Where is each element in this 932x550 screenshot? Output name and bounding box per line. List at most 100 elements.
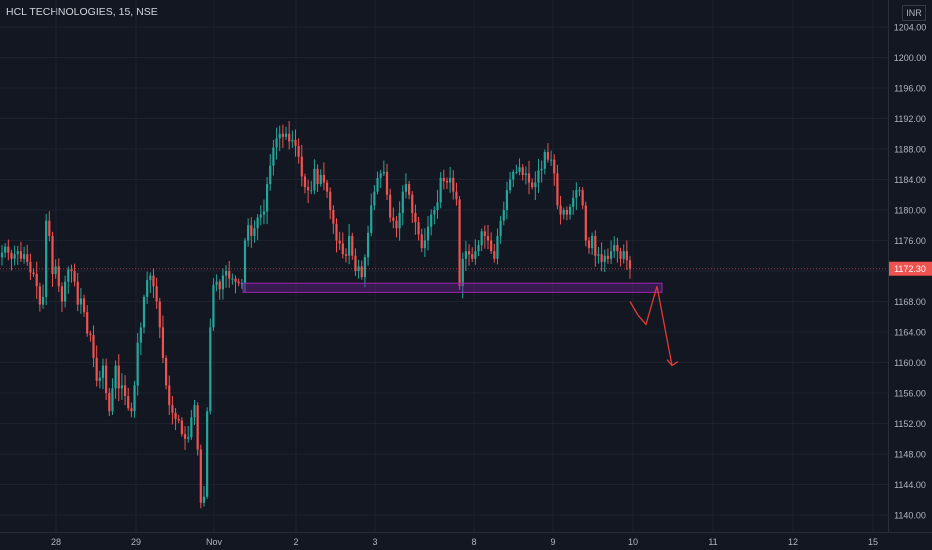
candle-body <box>518 167 521 172</box>
candle-body <box>521 167 524 175</box>
candle-body <box>587 240 591 249</box>
time-tick-label: Nov <box>206 537 223 547</box>
candle-body <box>493 251 496 259</box>
candle-body <box>606 255 610 259</box>
candle-body <box>370 205 373 233</box>
price-tick-label: 1168.00 <box>894 297 926 307</box>
candle-body <box>38 286 41 305</box>
last-price-tag: 1172.30 <box>0 261 932 276</box>
candle-body <box>322 174 325 183</box>
candle-body <box>332 210 335 224</box>
candle-body <box>524 173 527 175</box>
grid <box>0 0 888 532</box>
candles <box>0 121 632 509</box>
candle-body <box>512 171 515 180</box>
candle-body <box>19 251 23 259</box>
candle-body <box>423 240 426 249</box>
time-tick-label: 29 <box>131 537 141 547</box>
candle-body <box>70 269 73 271</box>
candle-body <box>483 231 486 236</box>
candle-body <box>385 171 389 195</box>
candle-body <box>269 165 272 185</box>
candle-body <box>414 213 417 223</box>
time-tick-label: 15 <box>868 537 878 547</box>
candle-body <box>379 173 382 178</box>
candle-body <box>215 281 218 285</box>
candle-body <box>67 269 70 282</box>
candle-body <box>108 393 111 412</box>
candle-body <box>401 191 404 214</box>
candle-body <box>51 235 54 275</box>
candle-body <box>4 246 7 253</box>
candle-body <box>228 271 231 279</box>
candle-body <box>376 177 379 192</box>
candle-body <box>10 252 13 259</box>
candle-body <box>29 261 32 273</box>
candle-body <box>209 327 212 412</box>
candle-body <box>48 220 51 236</box>
candle-body <box>45 220 48 297</box>
candle-body <box>439 177 442 203</box>
candle-body <box>284 133 288 137</box>
candle-body <box>196 405 199 450</box>
candle-body <box>259 214 262 218</box>
candle-body <box>105 365 108 393</box>
candle-body <box>433 210 436 215</box>
price-tick-label: 1180.00 <box>894 206 926 216</box>
candle-body <box>568 206 572 215</box>
candle-body <box>123 385 127 397</box>
candle-body <box>625 251 628 261</box>
last-price-box <box>889 261 932 276</box>
candle-body <box>562 210 565 215</box>
candle-body <box>553 159 556 174</box>
candle-body <box>335 223 338 241</box>
candle-body <box>82 298 86 313</box>
candle-body <box>168 385 171 406</box>
candle-body <box>101 365 105 378</box>
candle-body <box>597 254 600 256</box>
candle-body <box>35 274 38 287</box>
last-price-label: 1172.30 <box>894 264 926 274</box>
candle-body <box>395 220 398 229</box>
candle-body <box>382 171 385 174</box>
candle-body <box>86 312 89 334</box>
candle-body <box>32 272 35 275</box>
projection-path <box>629 286 673 366</box>
candle-body <box>165 357 168 386</box>
candle-body <box>265 184 269 212</box>
currency-label: INR <box>902 5 926 21</box>
time-tick-label: 10 <box>628 537 638 547</box>
candle-body <box>161 327 165 358</box>
chart-title: HCL TECHNOLOGIES, 15, NSE <box>6 6 158 18</box>
price-tick-label: 1144.00 <box>894 480 926 490</box>
candle-body <box>474 251 477 259</box>
candle-body <box>452 177 455 192</box>
candle-body <box>556 173 559 206</box>
candle-body <box>256 217 259 229</box>
candle-body <box>307 187 310 191</box>
candle-body <box>619 251 622 259</box>
candle-body <box>73 271 76 282</box>
candle-body <box>486 235 490 241</box>
candle-body <box>187 437 190 439</box>
price-tick-label: 1204.00 <box>894 23 927 33</box>
candle-body <box>202 496 206 503</box>
candle-body <box>458 199 461 287</box>
candle-body <box>543 152 546 169</box>
candle-body <box>231 278 234 280</box>
candle-body <box>515 171 518 173</box>
candle-body <box>325 182 329 192</box>
candle-body <box>344 254 348 256</box>
price-tick-label: 1152.00 <box>894 419 926 429</box>
candle-body <box>366 232 370 258</box>
candle-body <box>206 411 209 497</box>
candle-body <box>64 281 67 302</box>
candle-body <box>628 260 632 269</box>
candle-body <box>546 152 550 160</box>
candle-body <box>505 190 509 210</box>
candle-body <box>354 255 357 271</box>
candle-body <box>294 139 297 146</box>
candle-body <box>243 240 247 284</box>
candle-body <box>591 235 594 249</box>
